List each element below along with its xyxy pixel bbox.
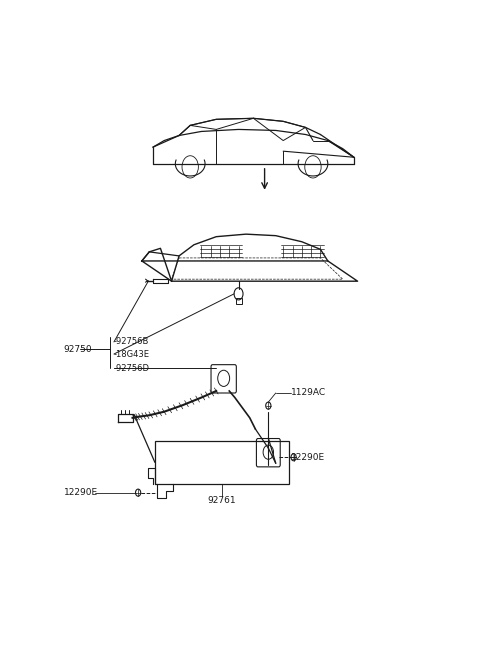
Text: -18G43E: -18G43E — [114, 350, 150, 359]
Text: 12290E: 12290E — [290, 453, 325, 462]
Text: -92756D: -92756D — [114, 364, 150, 373]
Text: -92756B: -92756B — [114, 338, 149, 346]
Text: 12290E: 12290E — [64, 488, 98, 497]
Bar — [155, 441, 289, 484]
Polygon shape — [142, 261, 358, 281]
Text: 92761: 92761 — [207, 496, 236, 505]
Text: 1129AC: 1129AC — [290, 388, 326, 397]
Text: 92750: 92750 — [64, 345, 92, 354]
